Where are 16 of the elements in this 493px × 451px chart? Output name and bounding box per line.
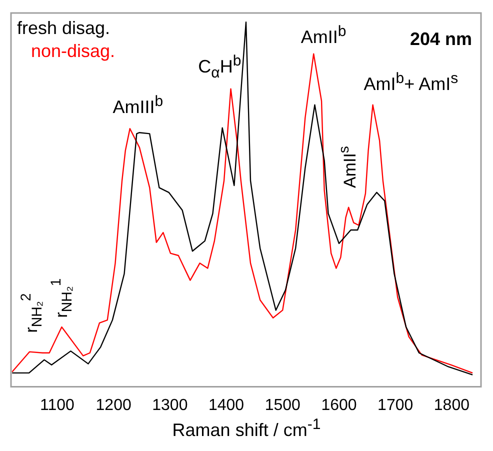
x-axis-title: Raman shift / cm$^{-1}$ — [171, 416, 322, 441]
x-tick-label: 1400 — [208, 396, 244, 414]
x-tick-label: 1700 — [378, 396, 414, 414]
annotation: AmI$^{b}$+ AmI$^{s}$ — [364, 70, 458, 94]
annotation: AmIII$^{b}$ — [112, 92, 164, 117]
x-tick-label: 1200 — [96, 396, 132, 414]
x-tick-label: 1800 — [434, 396, 470, 414]
x-tick-label: 1300 — [152, 396, 188, 414]
annotation: 204 nm — [410, 29, 472, 50]
text: non-disag. — [30, 40, 116, 63]
x-tick-label: 1600 — [321, 396, 357, 414]
x-tick-label: 1500 — [264, 396, 301, 414]
annotation: AmII$^{b}$ — [300, 23, 346, 48]
text: fresh disag. — [17, 17, 112, 40]
x-tick-label: 1100 — [40, 396, 75, 414]
annotation: C$_{α}$H$^{b}$ — [198, 52, 242, 82]
